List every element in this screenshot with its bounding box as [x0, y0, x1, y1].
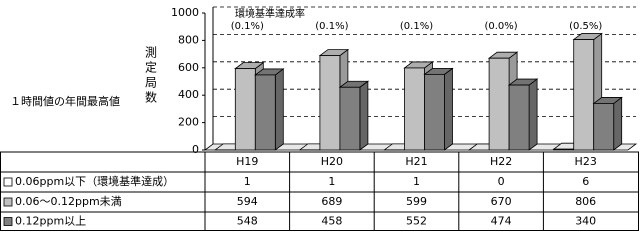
bar	[507, 78, 539, 151]
annotation-title: 環境基準達成率	[235, 7, 305, 20]
bar-face	[528, 78, 538, 151]
table-value: 1	[328, 175, 335, 188]
legend-swatch	[3, 197, 13, 207]
legend-label: 0.06ppm以下（環境基準達成）	[15, 174, 174, 188]
bar	[592, 96, 623, 151]
bar	[423, 67, 454, 151]
table-value: 599	[406, 195, 427, 208]
y-tick-label: 800	[178, 33, 199, 46]
y-axis-label: 測定局数	[144, 46, 158, 106]
bar	[254, 68, 285, 151]
bar-face	[444, 67, 453, 151]
legend-label: 0.12ppm以上	[15, 215, 86, 228]
bar-face	[573, 39, 595, 151]
table-value: 474	[491, 215, 512, 228]
legend-swatch	[3, 217, 13, 226]
rate-label: (0.0%)	[484, 21, 517, 32]
x-tick-label: H20	[321, 155, 343, 168]
table-value: 689	[321, 195, 342, 208]
legend-swatch	[3, 177, 13, 187]
rate-label: (0.1%)	[315, 21, 348, 32]
rate-label: (0.1%)	[400, 21, 433, 32]
table-value: 458	[321, 215, 342, 228]
table-value: 340	[575, 215, 596, 228]
bar-face	[508, 84, 530, 151]
bar-face	[488, 57, 510, 151]
bar-face	[593, 103, 615, 151]
bar-face	[424, 73, 445, 151]
table-value: 594	[237, 195, 258, 208]
bar-face	[553, 148, 575, 151]
table-value: 1	[244, 175, 251, 188]
table-value: 0	[498, 175, 505, 188]
x-tick-label: H23	[575, 155, 597, 168]
y-tick-label: 0	[192, 143, 199, 156]
table-value: 670	[491, 195, 512, 208]
rate-label: (0.1%)	[231, 21, 264, 32]
bar-face	[359, 80, 369, 151]
bar-face	[613, 96, 623, 151]
y-tick-label: 400	[178, 88, 199, 101]
left-label: １時間値の年間最高値	[10, 94, 120, 108]
bar-face	[254, 74, 276, 151]
bar-face	[339, 86, 361, 151]
x-tick-label: H19	[236, 155, 258, 168]
y-tick-label: 200	[178, 116, 199, 129]
table-value: 1	[413, 175, 420, 188]
bar-face	[234, 68, 256, 151]
y-tick-label: 1000	[171, 6, 199, 19]
bar	[338, 80, 370, 151]
legend-label: 0.06～0.12ppm未満	[15, 195, 122, 208]
x-tick-label: H21	[405, 155, 427, 168]
table-value: 548	[237, 215, 258, 228]
table-border	[0, 151, 639, 231]
bar-face	[319, 55, 341, 151]
rate-label: (0.5%)	[569, 21, 602, 32]
table-value: 6	[582, 175, 589, 188]
bar-face	[274, 68, 284, 151]
x-tick-label: H22	[490, 155, 512, 168]
table-value: 552	[406, 215, 427, 228]
y-tick-label: 600	[178, 61, 199, 74]
chart: １時間値の年間最高値 測定局数 環境基準達成率 0200400600800100…	[0, 6, 639, 231]
bar-face	[404, 67, 425, 151]
table-value: 806	[575, 195, 596, 208]
